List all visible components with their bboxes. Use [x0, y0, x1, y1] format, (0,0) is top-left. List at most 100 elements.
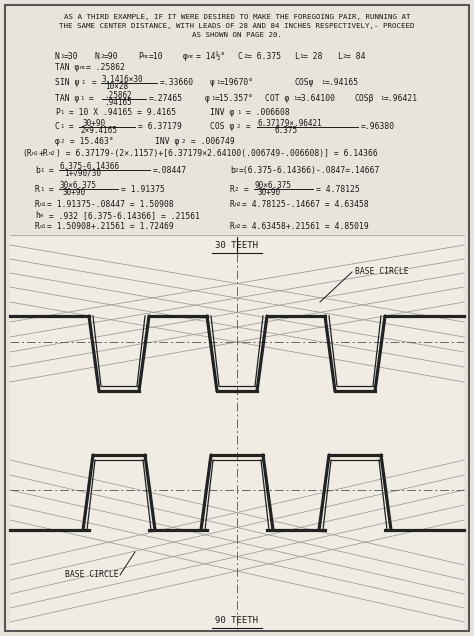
Text: INV φ: INV φ: [155, 137, 179, 146]
Text: 2: 2: [235, 187, 238, 192]
Text: 1: 1: [211, 96, 214, 101]
Text: R: R: [35, 222, 40, 231]
Text: = 1.91375: = 1.91375: [121, 185, 165, 194]
Text: 90×6.375: 90×6.375: [255, 181, 292, 190]
Text: nc: nc: [188, 54, 194, 59]
Text: nc: nc: [143, 54, 149, 59]
Text: e: e: [40, 213, 43, 218]
Text: =15.357°: =15.357°: [215, 94, 254, 103]
Text: 90 TEETH: 90 TEETH: [216, 616, 258, 625]
Text: n1: n1: [32, 151, 38, 156]
Text: =: =: [44, 166, 54, 175]
Text: 2: 2: [182, 139, 185, 144]
Text: b: b: [35, 166, 40, 175]
Text: L: L: [294, 52, 299, 61]
Text: 6.375: 6.375: [275, 126, 298, 135]
Text: 1: 1: [40, 187, 43, 192]
Text: φ: φ: [183, 52, 188, 61]
Text: C: C: [238, 52, 243, 61]
Text: =.27465: =.27465: [149, 94, 183, 103]
Text: 6.37179×.96421: 6.37179×.96421: [258, 119, 323, 128]
Text: 30+90: 30+90: [83, 119, 106, 128]
Text: 1: 1: [380, 96, 383, 101]
Text: COSβ: COSβ: [355, 94, 374, 103]
Text: = 14½°: = 14½°: [196, 52, 225, 61]
Text: 1: 1: [60, 54, 64, 59]
Text: 30 TEETH: 30 TEETH: [216, 241, 258, 250]
Text: ) = 6.37179-(2×.1157)+[6.37179×2.64100(.006749-.006608)] = 6.14366: ) = 6.37179-(2×.1157)+[6.37179×2.64100(.…: [56, 149, 378, 158]
Text: TAN φ: TAN φ: [55, 63, 79, 72]
Text: = .006749: = .006749: [186, 137, 235, 146]
Text: 1: 1: [60, 124, 63, 129]
Text: +R: +R: [39, 149, 49, 158]
Text: o2: o2: [235, 224, 241, 229]
Text: P: P: [55, 108, 60, 117]
Text: 10×28: 10×28: [105, 82, 128, 91]
Text: n1: n1: [40, 202, 46, 207]
Text: =: =: [87, 78, 97, 87]
Text: R: R: [230, 200, 235, 209]
Bar: [10, 237, 464, 630]
Text: ψ: ψ: [210, 78, 215, 87]
Text: =: =: [239, 185, 249, 194]
Text: 1: 1: [216, 80, 219, 85]
Text: BASE CIRCLE: BASE CIRCLE: [65, 570, 118, 579]
Text: =19670°: =19670°: [220, 78, 254, 87]
Text: 1: 1: [237, 110, 240, 115]
Text: = 1.91375-.08447 = 1.50908: = 1.91375-.08447 = 1.50908: [47, 200, 174, 209]
Text: 2: 2: [61, 139, 64, 144]
Text: SIN ψ: SIN ψ: [55, 78, 79, 87]
Text: = 15.463°: = 15.463°: [65, 137, 114, 146]
Text: AS A THIRD EXAMPLE, IF IT WERE DESIRED TO MAKE THE FOREGOING PAIR, RUNNING AT: AS A THIRD EXAMPLE, IF IT WERE DESIRED T…: [64, 14, 410, 20]
Text: = 4.78125: = 4.78125: [316, 185, 360, 194]
Text: =(6.375-6.14366)-.0847=.14667: =(6.375-6.14366)-.0847=.14667: [239, 166, 380, 175]
Text: =: =: [84, 94, 94, 103]
Text: 30×6.375: 30×6.375: [60, 181, 97, 190]
Text: 2: 2: [235, 168, 238, 173]
Text: 2×9.4165: 2×9.4165: [80, 126, 117, 135]
Text: =3.64100: =3.64100: [297, 94, 336, 103]
Text: =30: =30: [64, 52, 79, 61]
Text: =: =: [64, 122, 74, 131]
Text: AS SHOWN ON PAGE 20.: AS SHOWN ON PAGE 20.: [192, 32, 282, 38]
Text: = 10 X .94165 = 9.4165: = 10 X .94165 = 9.4165: [64, 108, 176, 117]
Text: P: P: [138, 52, 143, 61]
Text: COS φ: COS φ: [210, 122, 234, 131]
Text: =90: =90: [104, 52, 118, 61]
Text: =.96421: =.96421: [384, 94, 418, 103]
Text: 2: 2: [342, 54, 346, 59]
Text: 6.375-6.14366: 6.375-6.14366: [60, 162, 120, 171]
Text: = 84: = 84: [346, 52, 365, 61]
Text: N: N: [55, 52, 60, 61]
Text: = .932 [6.375-6.14366] = .21561: = .932 [6.375-6.14366] = .21561: [44, 211, 200, 220]
Text: INV φ: INV φ: [210, 108, 234, 117]
Text: COT φ: COT φ: [265, 94, 289, 103]
Text: = 6.375: = 6.375: [247, 52, 281, 61]
Text: L: L: [337, 52, 342, 61]
Text: 1: 1: [40, 168, 43, 173]
Text: =.94165: =.94165: [325, 78, 359, 87]
Text: n2: n2: [49, 151, 55, 156]
Text: 30+90: 30+90: [258, 188, 281, 197]
Text: h: h: [35, 211, 40, 220]
Text: n2: n2: [235, 202, 241, 207]
Text: 2: 2: [237, 124, 240, 129]
Text: 2: 2: [243, 54, 247, 59]
Text: R: R: [230, 185, 235, 194]
Text: COSψ: COSψ: [295, 78, 315, 87]
Text: =.96380: =.96380: [361, 122, 395, 131]
Text: BASE CIRCLE: BASE CIRCLE: [355, 267, 409, 276]
Text: =.33660: =.33660: [160, 78, 194, 87]
Text: 30+90: 30+90: [63, 188, 86, 197]
Text: = .006608: = .006608: [241, 108, 290, 117]
Text: 1: 1: [321, 80, 324, 85]
Text: R: R: [35, 200, 40, 209]
Text: φ: φ: [205, 94, 210, 103]
Text: = .25862: = .25862: [86, 63, 125, 72]
Text: 1: 1: [60, 110, 63, 115]
Text: 1: 1: [293, 96, 296, 101]
Text: 1: 1: [81, 80, 84, 85]
Text: TAN φ: TAN φ: [55, 94, 79, 103]
Text: φ: φ: [55, 137, 60, 146]
Text: =: =: [241, 122, 251, 131]
